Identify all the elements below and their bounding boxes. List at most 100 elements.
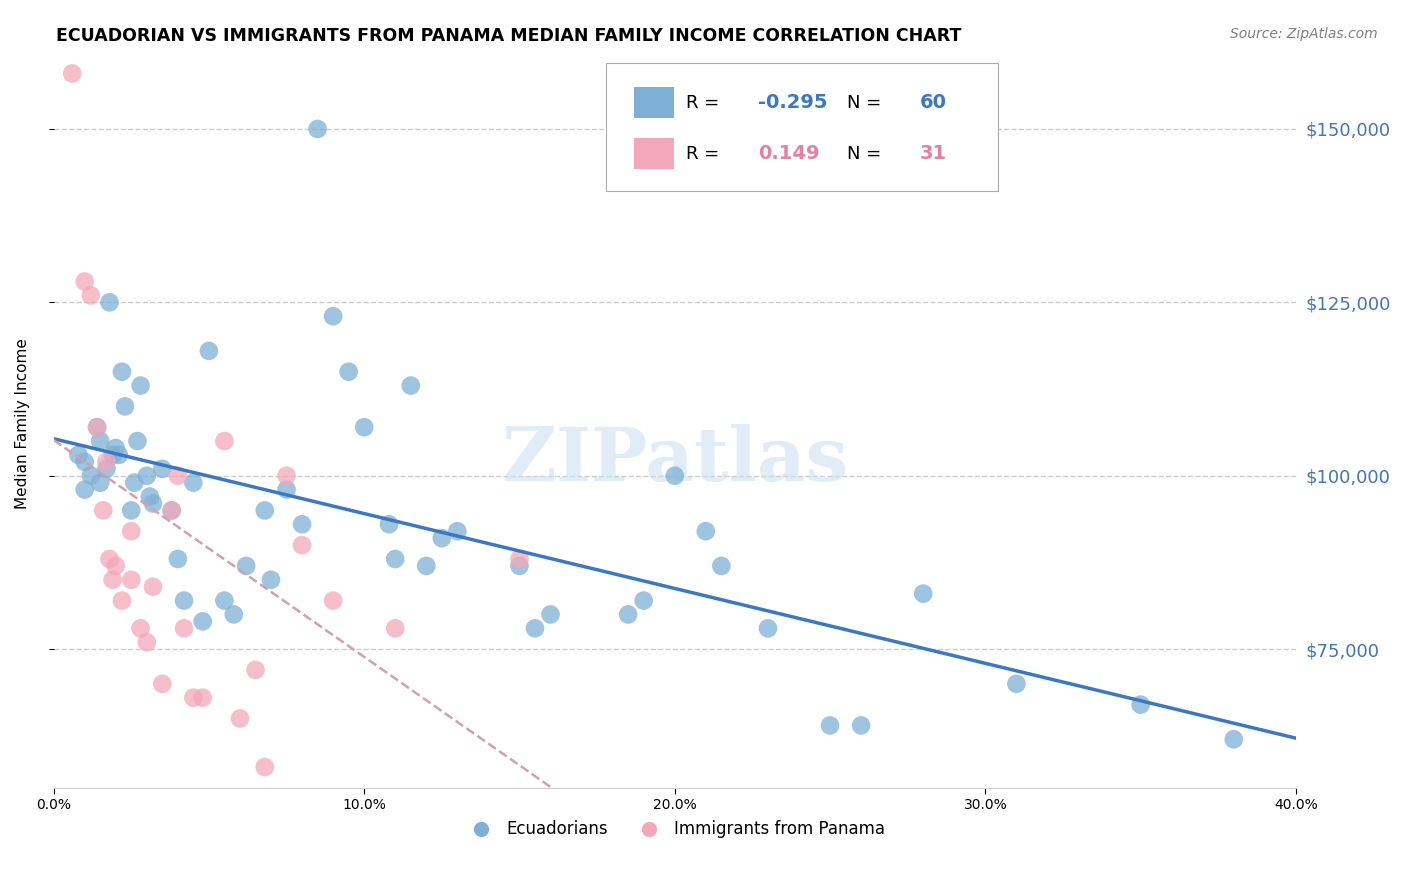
Point [73, 483, 96, 497]
Point [166, 468, 188, 483]
Point [89, 475, 111, 490]
Bar [634, 87, 673, 118]
Text: Source: ZipAtlas.com: Source: ZipAtlas.com [1230, 27, 1378, 41]
Point [67, 448, 90, 462]
Point [322, 593, 344, 607]
Point [214, 593, 236, 607]
FancyBboxPatch shape [606, 63, 998, 191]
Point [245, 663, 267, 677]
Point [191, 690, 214, 705]
Legend: Ecuadorians, Immigrants from Panama: Ecuadorians, Immigrants from Panama [457, 814, 891, 845]
Point [1129, 698, 1152, 712]
Point [430, 531, 453, 545]
Point [384, 621, 406, 635]
Point [849, 718, 872, 732]
Point [508, 552, 530, 566]
Point [173, 593, 195, 607]
Point [96, 455, 118, 469]
Point [150, 462, 173, 476]
Point [222, 607, 245, 622]
Text: R =: R = [686, 145, 731, 162]
Point [307, 122, 329, 136]
Point [291, 517, 314, 532]
Bar [634, 138, 673, 169]
Y-axis label: Median Family Income: Median Family Income [15, 338, 30, 509]
Point [183, 690, 205, 705]
Text: N =: N = [848, 94, 887, 112]
Point [337, 365, 360, 379]
Point [101, 573, 124, 587]
Point [120, 503, 142, 517]
Point [276, 468, 298, 483]
Point [98, 295, 121, 310]
Point [111, 593, 134, 607]
Point [198, 343, 221, 358]
Point [399, 378, 422, 392]
Point [664, 468, 686, 483]
Point [120, 573, 142, 587]
Point [253, 760, 276, 774]
Text: N =: N = [848, 145, 887, 162]
Point [104, 441, 127, 455]
Point [633, 593, 655, 607]
Point [98, 552, 121, 566]
Point [73, 275, 96, 289]
Point [111, 365, 134, 379]
Text: 60: 60 [920, 93, 946, 112]
Point [89, 434, 111, 448]
Point [120, 524, 142, 539]
Point [322, 310, 344, 324]
Point [91, 503, 114, 517]
Point [96, 462, 118, 476]
Point [139, 490, 162, 504]
Point [540, 607, 562, 622]
Point [166, 552, 188, 566]
Point [756, 621, 779, 635]
Point [127, 434, 149, 448]
Point [446, 524, 468, 539]
Point [710, 558, 733, 573]
Point [80, 468, 103, 483]
Point [150, 677, 173, 691]
Text: -0.295: -0.295 [758, 93, 828, 112]
Point [253, 503, 276, 517]
Point [86, 420, 108, 434]
Point [86, 420, 108, 434]
Point [142, 580, 165, 594]
Text: 31: 31 [920, 144, 946, 163]
Point [229, 711, 252, 725]
Point [695, 524, 717, 539]
Point [73, 455, 96, 469]
Point [135, 468, 157, 483]
Text: ZIPatlas: ZIPatlas [502, 424, 848, 497]
Point [60, 66, 83, 80]
Point [508, 558, 530, 573]
Point [214, 434, 236, 448]
Point [353, 420, 375, 434]
Point [173, 621, 195, 635]
Point [58, 31, 80, 45]
Point [1223, 732, 1246, 747]
Point [617, 607, 640, 622]
Point [1005, 677, 1028, 691]
Point [291, 538, 314, 552]
Point [129, 378, 152, 392]
Point [104, 558, 127, 573]
Point [378, 517, 401, 532]
Point [135, 635, 157, 649]
Point [415, 558, 437, 573]
Text: 0.149: 0.149 [758, 144, 820, 163]
Point [260, 573, 283, 587]
Point [142, 496, 165, 510]
Point [160, 503, 183, 517]
Point [276, 483, 298, 497]
Text: ECUADORIAN VS IMMIGRANTS FROM PANAMA MEDIAN FAMILY INCOME CORRELATION CHART: ECUADORIAN VS IMMIGRANTS FROM PANAMA MED… [56, 27, 962, 45]
Point [129, 621, 152, 635]
Point [912, 587, 935, 601]
Point [191, 615, 214, 629]
Point [80, 288, 103, 302]
Point [101, 448, 124, 462]
Point [183, 475, 205, 490]
Point [114, 400, 136, 414]
Point [160, 503, 183, 517]
